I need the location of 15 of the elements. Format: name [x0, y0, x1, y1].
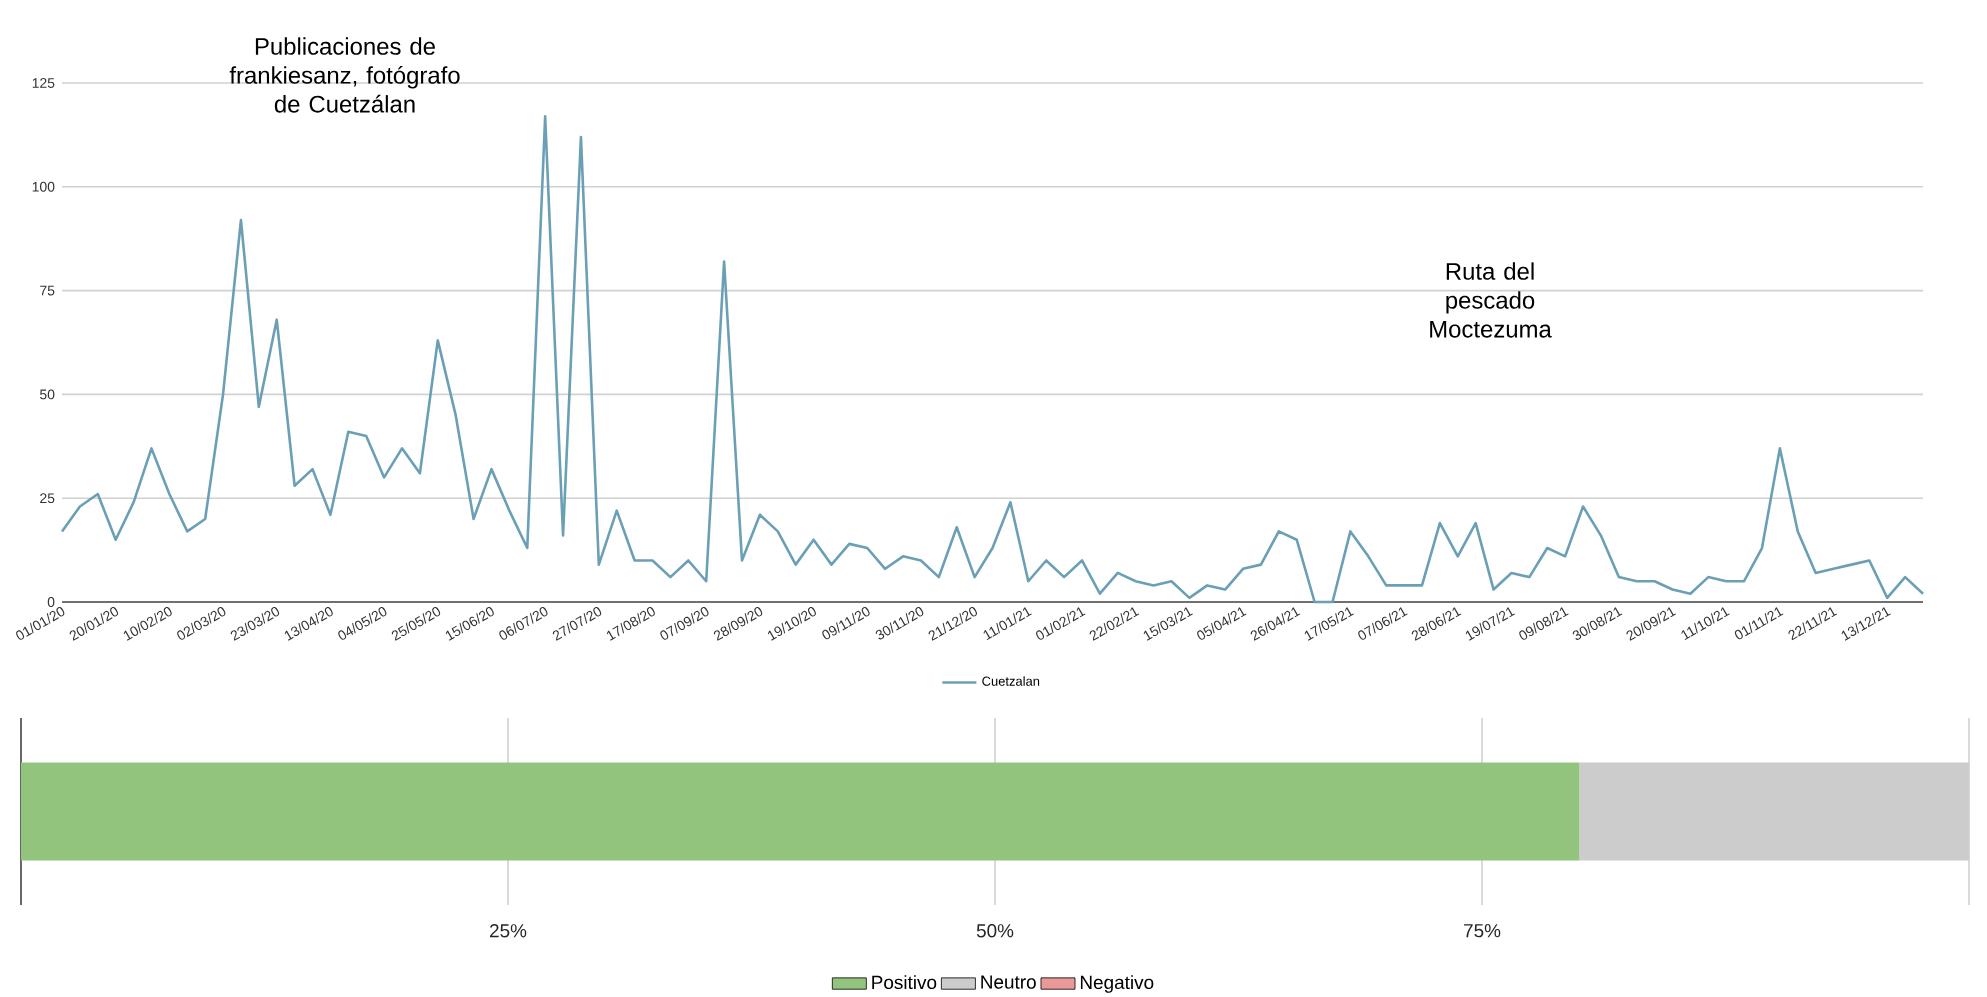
x-tick-label: 25%: [490, 924, 527, 938]
y-tick-label: 0: [47, 597, 55, 607]
y-tick-label: 125: [32, 78, 55, 88]
y-tick-label: 100: [32, 181, 55, 192]
legend-label: Negativo: [1080, 975, 1154, 993]
y-tick-label: 25: [40, 493, 55, 504]
y-tick-label: 75: [40, 285, 55, 296]
legend-label: Neutro: [981, 975, 1036, 989]
annotation: Publicaciones de frankiesanz, fotógrafo de Cuetzálan: [229, 37, 460, 113]
legend-label: Cuetzalan: [982, 676, 1040, 686]
x-tick-label: 50%: [976, 924, 1014, 938]
x-tick-label: 75%: [1464, 924, 1501, 938]
y-tick-label: 50: [40, 389, 55, 400]
legend-label: Positivo: [872, 975, 937, 990]
annotation: Ruta del pescado Moctezuma: [1430, 262, 1552, 338]
